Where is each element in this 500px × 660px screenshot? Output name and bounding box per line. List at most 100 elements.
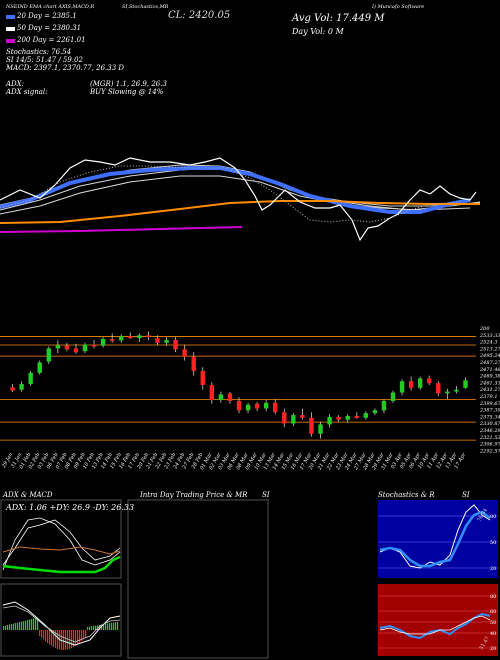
candle-body (55, 345, 61, 349)
macd-readout: MACD: 2397.1, 2370.77, 26.33 D (6, 64, 124, 72)
candle-body (37, 362, 42, 373)
close-price: CL: 2420.05 (168, 10, 231, 21)
ema20-line (0, 157, 477, 242)
candle-body (427, 378, 432, 384)
candle-body (417, 378, 423, 388)
rsi-tick-label: 20 (490, 646, 496, 652)
macd-histogram-bar (99, 624, 101, 630)
ema20-label: 20 Day = 2385.1 (17, 12, 77, 20)
macd-histogram-bar (35, 618, 37, 630)
adx-values: (MGR) 1.1, 26.9, 26.3 (90, 80, 167, 88)
macd-histogram-bar (109, 623, 111, 630)
ema-magenta-line (0, 226, 243, 233)
macd-histogram-bar (37, 617, 39, 630)
candle-body (282, 412, 287, 424)
rsi-tick-label: 40 (490, 631, 496, 637)
macd-histogram-bar (3, 626, 5, 630)
macd-histogram-bar (19, 622, 21, 630)
candle-body (227, 393, 233, 401)
macd-histogram-bar (111, 622, 113, 630)
macd-histogram-bar (39, 630, 41, 636)
candle-body (300, 415, 305, 418)
stochastics-readout: Stochastics: 76.54 (6, 48, 72, 56)
macd-histogram-bar (89, 626, 91, 630)
stochastics-tick-label: 80 (490, 514, 496, 520)
candle-body (173, 339, 178, 350)
ema50-label: 50 Day = 2380.31 (17, 24, 82, 32)
candle-body (100, 339, 106, 346)
price-scale-label: 2321.53 (479, 435, 500, 441)
stochastics-d-line (379, 510, 491, 568)
macd-histogram-bar (27, 620, 29, 630)
mr-panel (127, 499, 269, 659)
ema-lines (0, 157, 481, 242)
adx-minus-line (2, 519, 121, 566)
ema50-swatch (6, 27, 15, 31)
candle-body (46, 348, 51, 362)
adx-panel-title: ADX & MACD (3, 491, 53, 499)
macd-histogram-bar (101, 624, 103, 630)
adx-signal: BUY Slowing @ 14% (90, 88, 164, 96)
candle-body (119, 336, 124, 341)
candle-body (454, 389, 459, 392)
macd-histogram-bar (15, 623, 17, 630)
macd-histogram-bar (31, 619, 33, 630)
price-scale-label: 2346.29 (479, 428, 500, 434)
candle-body (327, 416, 332, 425)
macd-histogram-bar (17, 622, 19, 630)
price-scale-label: 2306.97 (479, 442, 500, 448)
header-source: I) Muncafo Software (372, 4, 425, 10)
candlesticks (10, 331, 468, 439)
macd-histogram-bar (13, 623, 15, 630)
macd-histogram-bar (9, 624, 11, 630)
candle-body (128, 336, 133, 339)
macd-histogram-bar (11, 624, 13, 630)
price-scale-label: 2375.34 (479, 414, 500, 420)
stochastics-tick-label: 20 (490, 566, 496, 572)
adx-signal-label: ADX signal: (6, 88, 48, 96)
day-volume: Day Vol: 0 M (292, 27, 344, 36)
macd-histogram-bar (49, 630, 51, 645)
ema200-label: 200 Day = 2261.01 (17, 36, 86, 44)
candle-body (200, 370, 205, 385)
stoch-panel-title: Stochastics & R (378, 491, 435, 499)
macd-histogram-bar (113, 622, 115, 630)
macd-histogram-bar (79, 630, 81, 643)
price-scale: 2002533.332524.32513.272495.242487.27247… (479, 326, 500, 454)
price-scale-label: 200 (479, 326, 490, 332)
candle-body (273, 402, 278, 413)
adx-plus-line (2, 517, 121, 571)
adx-green-line (2, 555, 121, 574)
adx-orange-line (2, 546, 121, 555)
macd-histogram-bar (57, 630, 59, 649)
macd-histogram-bar (81, 630, 83, 642)
macd-histogram-bar (53, 630, 55, 648)
candle-body (182, 349, 187, 357)
adx-panel-values: ADX: 1.06 +DY: 26.9 -DY: 26.33 (6, 503, 135, 512)
macd-histogram-bar (51, 630, 53, 646)
rsi-tick-label: 50 (490, 620, 496, 626)
candle-body (245, 404, 251, 411)
price-scale-label: 2461.33 (479, 380, 500, 386)
price-scale-label: 2330.87 (479, 421, 500, 427)
macd-histogram-bar (21, 621, 23, 630)
candle-body (291, 415, 296, 424)
macd-signal-line (2, 605, 121, 643)
candle-body (164, 339, 169, 343)
mr-panel-si: SI (262, 491, 270, 499)
candle-body (354, 415, 359, 418)
macd-histogram-bar (75, 630, 77, 646)
price-scale-label: 2495.24 (479, 353, 500, 359)
candle-body (445, 391, 450, 394)
macd-histogram-bar (65, 630, 67, 650)
candle-body (82, 344, 88, 352)
price-scale-label: 2379.1 (479, 394, 498, 400)
macd-histogram-bar (5, 625, 7, 630)
macd-histogram-bar (73, 630, 75, 648)
support-levels (0, 336, 476, 441)
macd-histogram-bar (43, 630, 45, 640)
macd-histogram-bar (107, 623, 109, 630)
macd-histogram-bar (97, 625, 99, 630)
adx-label: ADX: (6, 80, 25, 88)
